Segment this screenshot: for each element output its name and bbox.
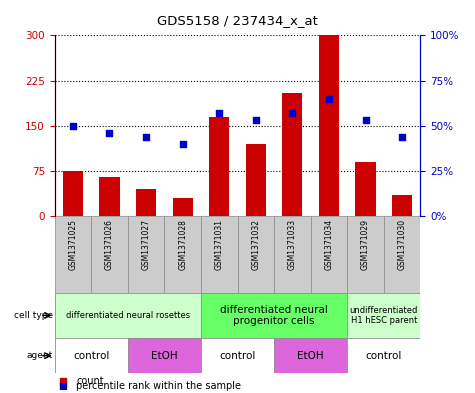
Text: GSM1371030: GSM1371030 [398, 219, 407, 270]
Text: GSM1371033: GSM1371033 [288, 219, 297, 270]
Bar [201, 338, 274, 373]
Point [105, 130, 113, 136]
Bar [99, 177, 120, 216]
Bar [136, 189, 156, 216]
Text: GSM1371026: GSM1371026 [105, 219, 114, 270]
Point [59, 377, 67, 384]
Point [398, 134, 406, 140]
Text: percentile rank within the sample: percentile rank within the sample [76, 381, 241, 391]
Point [252, 117, 259, 123]
Point [362, 117, 370, 123]
Bar [355, 162, 376, 216]
Bar [55, 293, 201, 338]
Bar [172, 198, 193, 216]
Point [69, 123, 77, 129]
Text: GSM1371032: GSM1371032 [251, 219, 260, 270]
Bar [128, 338, 201, 373]
Text: GSM1371025: GSM1371025 [68, 219, 77, 270]
Text: control: control [366, 351, 402, 361]
Point [216, 110, 223, 116]
Point [325, 95, 332, 102]
Bar [209, 117, 229, 216]
Point [142, 134, 150, 140]
Bar [274, 338, 347, 373]
Text: GSM1371028: GSM1371028 [178, 219, 187, 270]
Bar [55, 216, 91, 293]
Bar [347, 293, 420, 338]
Bar [274, 216, 311, 293]
Text: GSM1371034: GSM1371034 [324, 219, 333, 270]
Point [59, 383, 67, 389]
Bar [347, 338, 420, 373]
Text: agent: agent [27, 351, 53, 360]
Text: differentiated neural
progenitor cells: differentiated neural progenitor cells [220, 305, 328, 326]
Bar [392, 195, 412, 216]
Bar [311, 216, 347, 293]
Text: control: control [73, 351, 109, 361]
Bar [246, 144, 266, 216]
Bar [128, 216, 164, 293]
Bar [238, 216, 274, 293]
Text: GDS5158 / 237434_x_at: GDS5158 / 237434_x_at [157, 14, 318, 27]
Text: cell type: cell type [14, 311, 53, 320]
Bar [91, 216, 128, 293]
Bar [63, 171, 83, 216]
Text: GSM1371029: GSM1371029 [361, 219, 370, 270]
Text: EtOH: EtOH [297, 351, 324, 361]
Text: EtOH: EtOH [151, 351, 178, 361]
Text: differentiated neural rosettes: differentiated neural rosettes [66, 311, 190, 320]
Bar [384, 216, 420, 293]
Text: GSM1371031: GSM1371031 [215, 219, 224, 270]
Point [179, 141, 186, 147]
Bar [55, 338, 128, 373]
Bar [201, 216, 238, 293]
Text: undifferentiated
H1 hESC parent: undifferentiated H1 hESC parent [350, 306, 418, 325]
Point [289, 110, 296, 116]
Text: count: count [76, 376, 104, 386]
Bar [164, 216, 201, 293]
Text: GSM1371027: GSM1371027 [142, 219, 151, 270]
Bar [282, 93, 303, 216]
Bar [347, 216, 384, 293]
Text: control: control [219, 351, 256, 361]
Bar [201, 293, 347, 338]
Bar [319, 35, 339, 216]
